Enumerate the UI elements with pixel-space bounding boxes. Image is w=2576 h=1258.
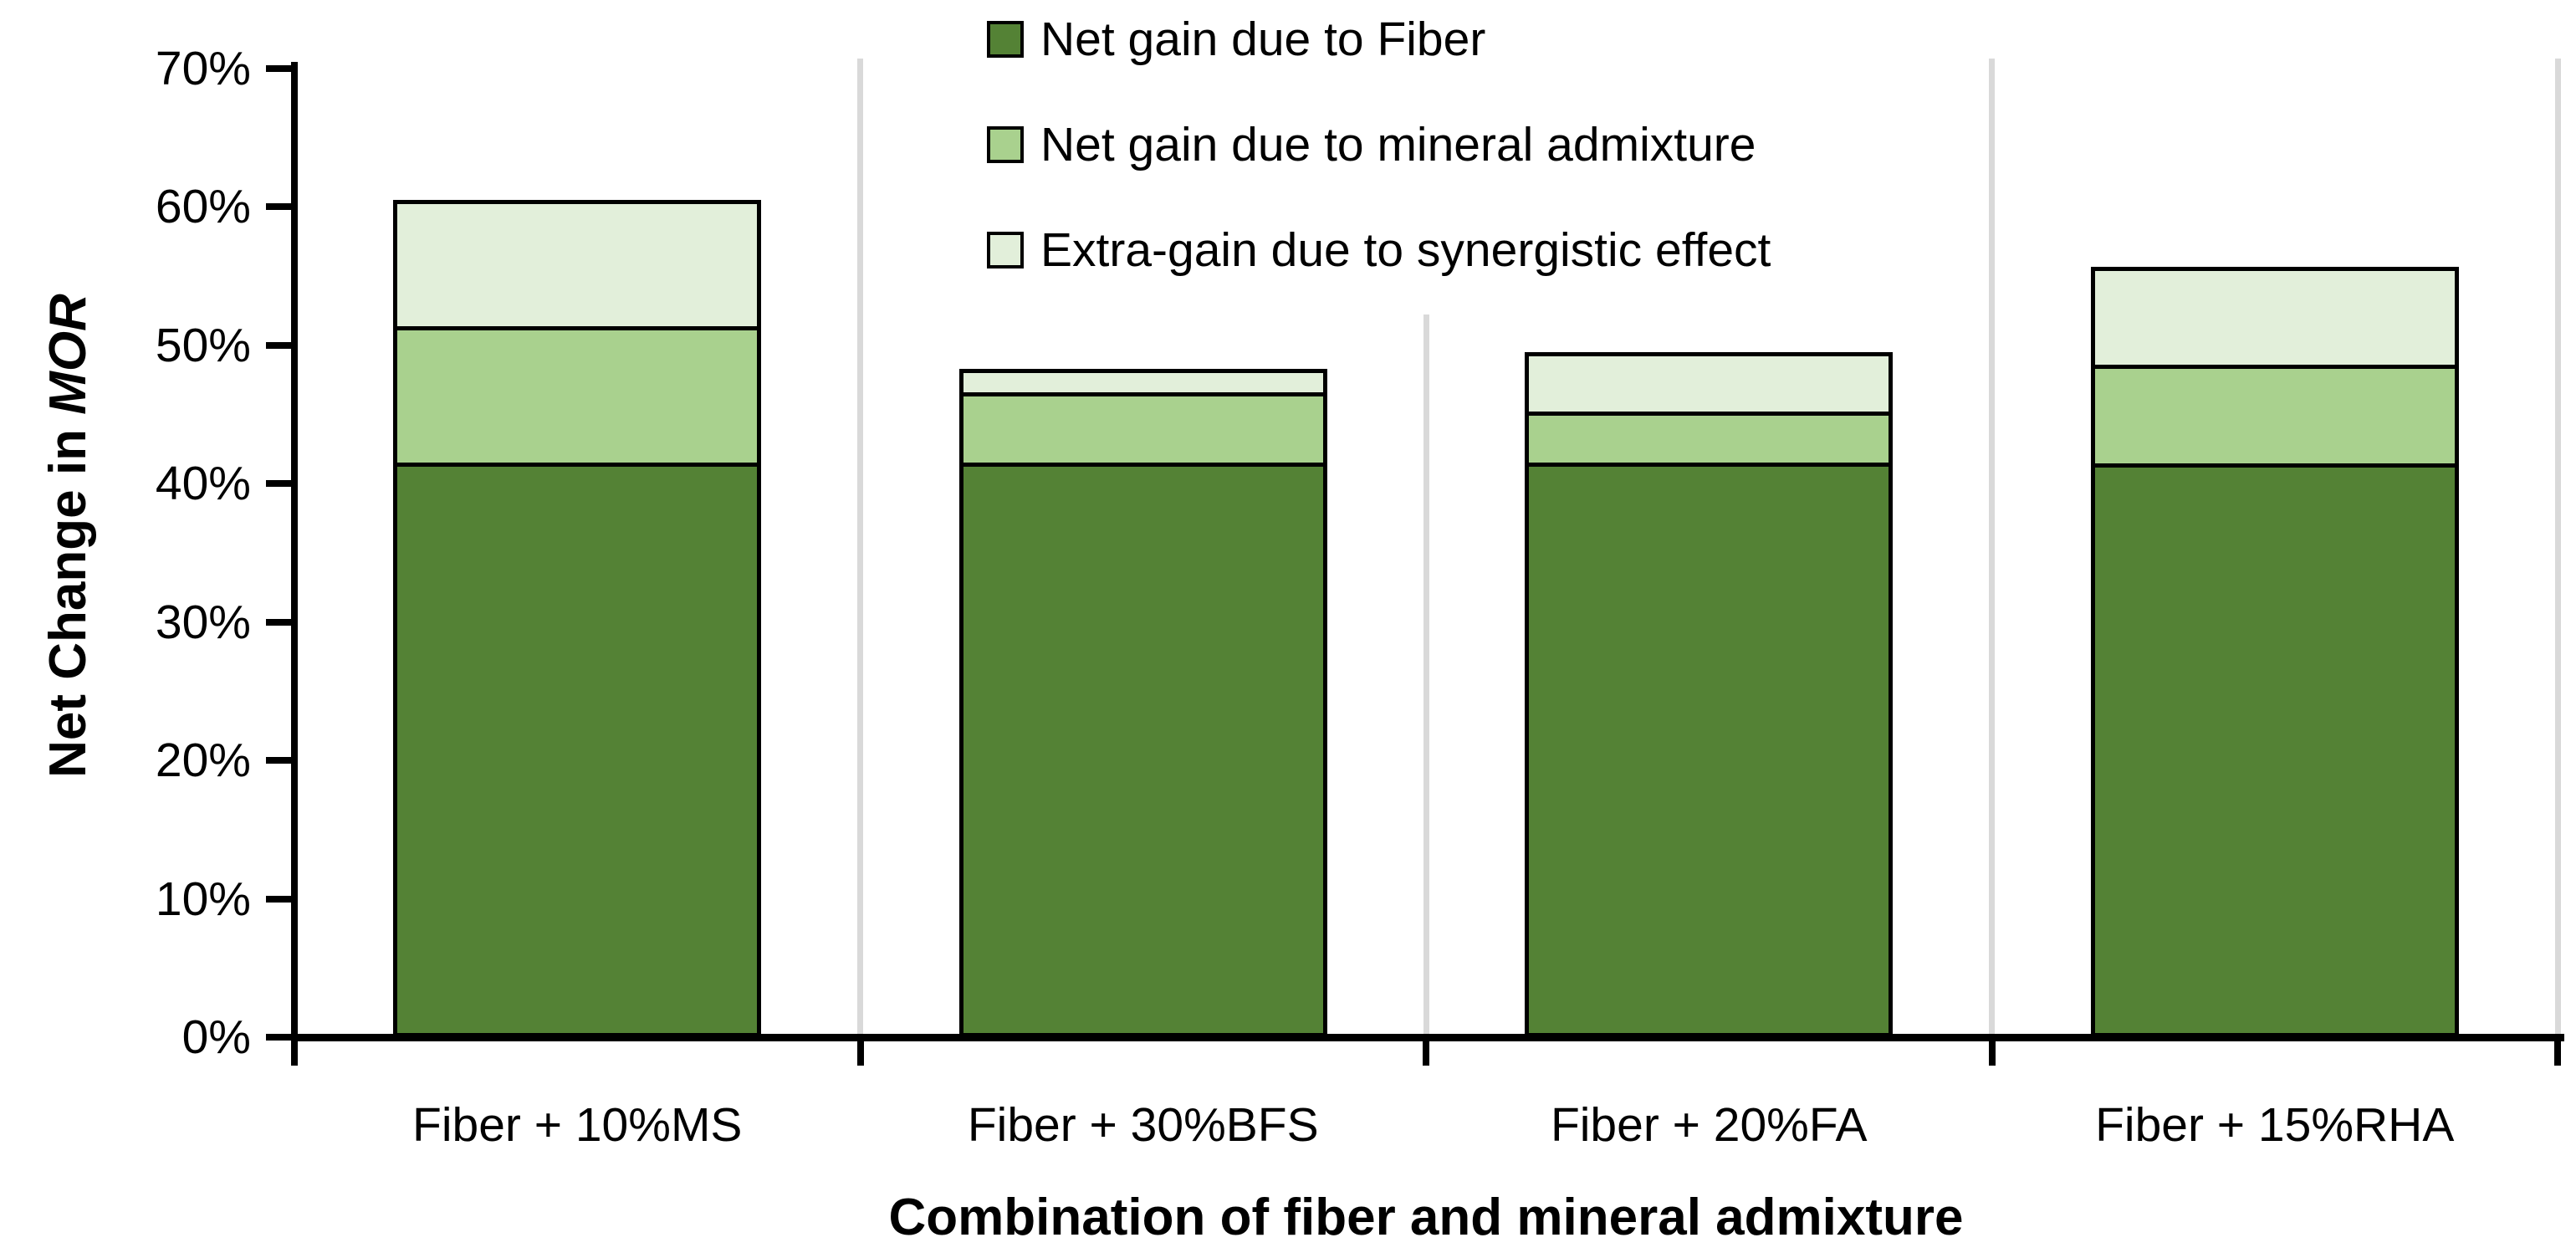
x-axis-line <box>291 1034 2564 1041</box>
bar-segment <box>397 463 758 1033</box>
bar-segment <box>2094 270 2455 366</box>
x-axis-tick <box>291 1037 298 1066</box>
bar-segment <box>397 325 758 463</box>
bar-segment <box>1529 463 1889 1033</box>
legend-item: Net gain due to Fiber <box>987 0 1771 92</box>
bar-segment <box>397 204 758 326</box>
legend-swatch <box>987 126 1024 163</box>
bar-segment <box>2094 463 2455 1034</box>
y-tick-label: 0% <box>181 1010 251 1064</box>
bar-segment <box>963 392 1323 463</box>
bar-segment <box>1529 412 1889 463</box>
bar <box>2090 266 2459 1037</box>
category-label: Fiber + 20%FA <box>1550 1098 1868 1152</box>
y-tick-label: 50% <box>155 318 251 372</box>
category-label: Fiber + 10%MS <box>412 1098 743 1152</box>
y-axis-tick <box>266 341 294 349</box>
y-axis-tick <box>266 203 294 211</box>
y-axis-tick <box>266 757 294 765</box>
legend-swatch <box>987 21 1024 58</box>
y-tick-label: 60% <box>155 180 251 234</box>
legend-item: Extra-gain due to synergistic effect <box>987 197 1771 303</box>
category-gridline <box>857 59 863 1034</box>
category-label: Fiber + 15%RHA <box>2095 1098 2455 1152</box>
bar <box>958 369 1327 1037</box>
legend-label: Net gain due to mineral admixture <box>1040 118 1756 171</box>
x-axis-tick <box>856 1037 864 1066</box>
category-gridline <box>1989 59 1995 1034</box>
y-axis-tick <box>266 618 294 626</box>
y-tick-label: 10% <box>155 872 251 926</box>
y-axis-tick <box>266 480 294 488</box>
bar-segment <box>963 463 1323 1033</box>
x-axis-tick <box>1988 1037 1996 1066</box>
legend: Net gain due to Fiber Net gain due to mi… <box>979 0 1813 314</box>
bar-segment <box>2094 365 2455 463</box>
y-tick-label: 40% <box>155 457 251 511</box>
y-tick-label: 70% <box>155 42 251 95</box>
bar-segment <box>1529 356 1889 412</box>
y-axis-tick <box>266 65 294 72</box>
legend-swatch <box>987 232 1024 268</box>
y-axis-tick <box>266 1034 294 1041</box>
bar <box>1525 352 1894 1037</box>
y-axis-tick <box>266 895 294 903</box>
y-tick-label: 30% <box>155 595 251 649</box>
category-label: Fiber + 30%BFS <box>967 1098 1319 1152</box>
bar <box>393 200 762 1037</box>
legend-label: Extra-gain due to synergistic effect <box>1040 223 1771 277</box>
x-axis-tick <box>1423 1037 1429 1066</box>
y-axis-line <box>291 62 298 1042</box>
legend-item: Net gain due to mineral admixture <box>987 92 1771 197</box>
category-gridline <box>2554 59 2561 1034</box>
x-axis-tick <box>2554 1037 2561 1066</box>
category-gridline <box>1423 59 1429 1034</box>
x-axis-title: Combination of fiber and mineral admixtu… <box>888 1189 1964 1246</box>
y-tick-label: 20% <box>155 734 251 788</box>
legend-label: Net gain due to Fiber <box>1040 13 1486 66</box>
bar-segment <box>963 373 1323 393</box>
